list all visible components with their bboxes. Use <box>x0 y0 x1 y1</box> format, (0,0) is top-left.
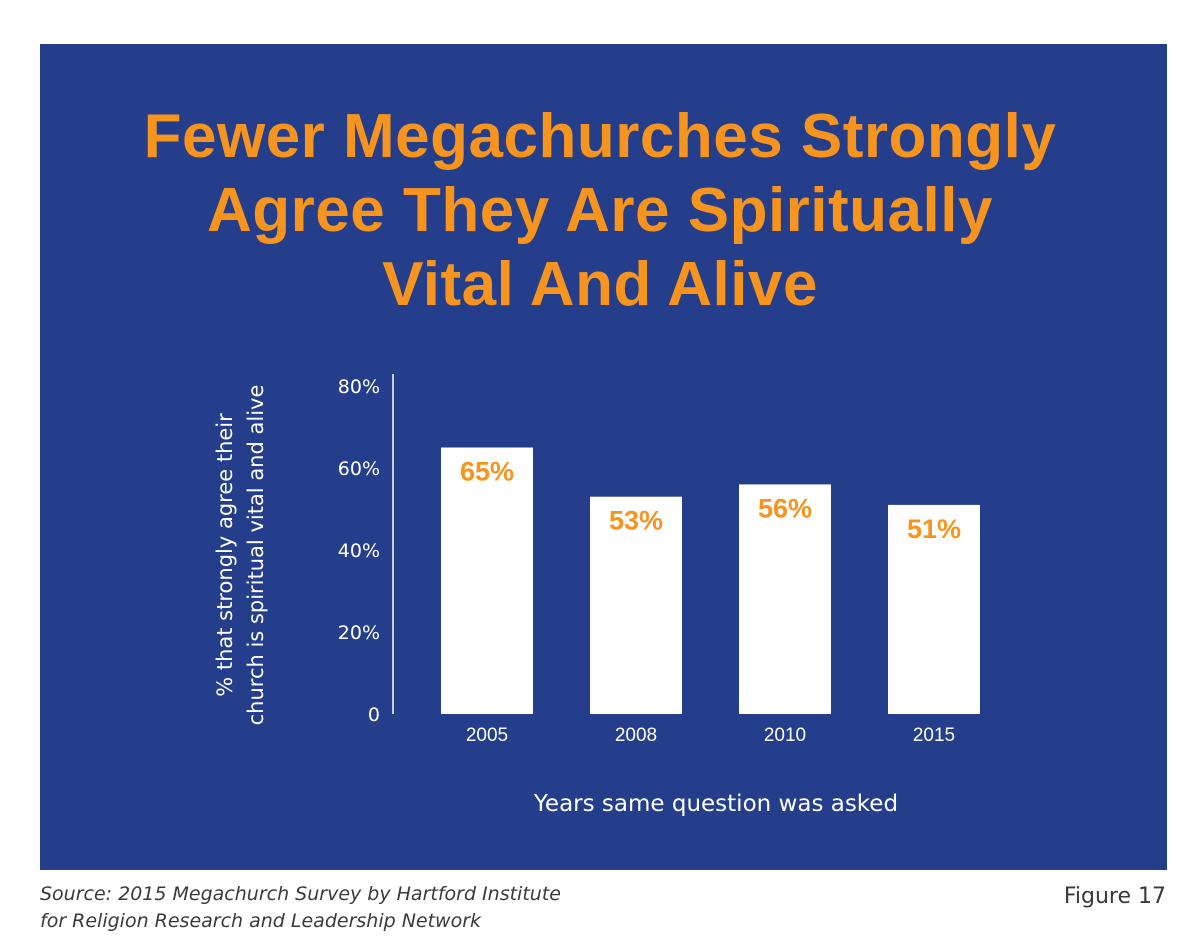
x-tick-label-2015: 2015 <box>913 725 955 746</box>
y-tick-label: 20% <box>338 622 380 644</box>
bar-2005 <box>441 447 533 714</box>
x-tick-label-2005: 2005 <box>466 725 508 746</box>
y-axis-label-line-1: % that strongly agree their <box>213 413 237 697</box>
data-label-2008: 53% <box>609 506 663 536</box>
data-label-2010: 56% <box>758 493 812 523</box>
data-label-2005: 65% <box>460 457 514 487</box>
y-tick-labels: 0 20% 40% 60% 80% <box>338 376 380 726</box>
source-note: Source: 2015 Megachurch Survey by Hartfo… <box>40 881 800 935</box>
source-line-1: Source: 2015 Megachurch Survey by Hartfo… <box>40 883 561 905</box>
y-tick-label: 60% <box>338 458 380 480</box>
x-tick-labels: 2005 2008 2010 2015 <box>466 725 955 746</box>
bar-2015 <box>888 504 980 714</box>
y-axis-label: % that strongly agree their church is sp… <box>213 385 268 726</box>
y-tick-label: 80% <box>338 376 380 398</box>
y-tick-label: 0 <box>368 704 380 726</box>
x-tick-label-2008: 2008 <box>615 725 657 746</box>
chart-title: Fewer Megachurches Strongly Agree They A… <box>0 100 1200 322</box>
figure-label: Figure 17 <box>1063 884 1166 909</box>
x-tick-label-2010: 2010 <box>764 725 806 746</box>
bar-2010 <box>739 484 831 714</box>
x-axis-label: Years same question was asked <box>533 791 898 817</box>
chart-title-line-1: Fewer Megachurches Strongly <box>143 102 1057 171</box>
bar-2008 <box>590 496 682 714</box>
bars: 65% 53% 56% 51% <box>441 447 980 714</box>
chart-panel <box>40 44 1167 870</box>
data-label-2015: 51% <box>907 514 961 544</box>
chart-title-line-2: Agree They Are Spiritually <box>207 176 993 245</box>
y-tick-label: 40% <box>338 540 380 562</box>
y-axis-label-line-2: church is spiritual vital and alive <box>244 385 268 726</box>
source-line-2: for Religion Research and Leadership Net… <box>40 910 482 932</box>
chart-title-line-3: Vital And Alive <box>382 250 818 319</box>
